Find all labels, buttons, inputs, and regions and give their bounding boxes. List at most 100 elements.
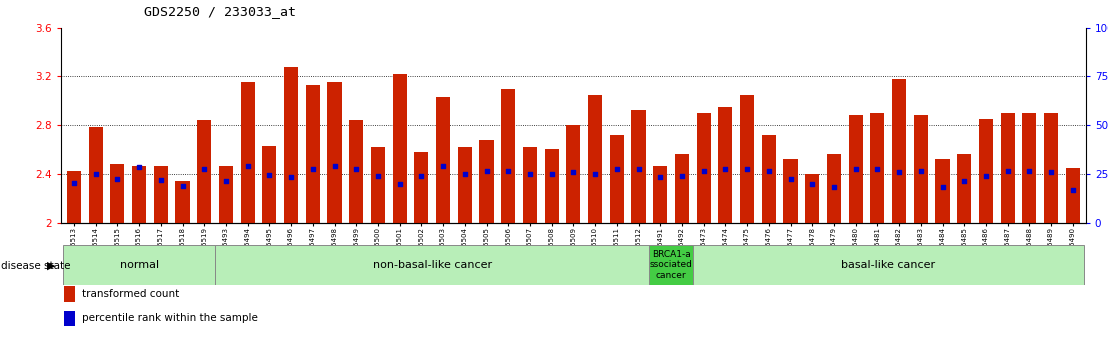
Point bbox=[890, 169, 907, 175]
Bar bbox=[654, 167, 667, 223]
Bar bbox=[414, 152, 429, 223]
Text: non-basal-like cancer: non-basal-like cancer bbox=[372, 260, 492, 270]
Point bbox=[565, 169, 583, 175]
Bar bbox=[762, 135, 776, 223]
Bar bbox=[215, 245, 649, 285]
Point bbox=[673, 174, 690, 179]
Point bbox=[283, 174, 300, 180]
Bar bbox=[718, 107, 732, 223]
Bar bbox=[501, 89, 515, 223]
Bar bbox=[892, 79, 906, 223]
Point bbox=[521, 171, 538, 177]
Point bbox=[1020, 169, 1038, 174]
Point bbox=[195, 166, 213, 172]
Point bbox=[456, 171, 474, 177]
Text: ▶: ▶ bbox=[47, 261, 55, 270]
Point bbox=[934, 184, 952, 189]
Bar bbox=[935, 159, 950, 223]
Point bbox=[500, 169, 517, 174]
Bar bbox=[175, 181, 189, 223]
Point bbox=[1043, 169, 1060, 175]
Point bbox=[629, 166, 647, 172]
Point bbox=[326, 164, 343, 169]
Point bbox=[825, 184, 843, 189]
Bar bbox=[914, 115, 927, 223]
Bar bbox=[957, 154, 972, 223]
Point bbox=[608, 166, 626, 172]
Bar bbox=[806, 174, 819, 223]
Point bbox=[391, 181, 409, 186]
Bar bbox=[132, 167, 146, 223]
Bar bbox=[566, 125, 581, 223]
Bar bbox=[66, 171, 81, 223]
Text: transformed count: transformed count bbox=[82, 289, 179, 299]
Point bbox=[348, 166, 366, 172]
Point bbox=[803, 181, 821, 186]
Bar bbox=[870, 113, 884, 223]
Bar bbox=[240, 82, 255, 223]
Point bbox=[434, 164, 452, 169]
Bar bbox=[783, 159, 798, 223]
Point bbox=[869, 166, 886, 172]
Text: basal-like cancer: basal-like cancer bbox=[841, 260, 935, 270]
Point bbox=[478, 169, 495, 174]
Point bbox=[152, 177, 170, 183]
Bar bbox=[437, 97, 450, 223]
Bar bbox=[978, 119, 993, 223]
Point bbox=[369, 174, 387, 179]
Text: percentile rank within the sample: percentile rank within the sample bbox=[82, 313, 258, 323]
Bar bbox=[609, 135, 624, 223]
Point bbox=[977, 174, 995, 179]
Point bbox=[955, 178, 973, 184]
Point bbox=[760, 169, 778, 174]
Bar bbox=[458, 147, 472, 223]
Bar bbox=[306, 85, 320, 223]
Point bbox=[912, 169, 930, 174]
Point bbox=[109, 176, 126, 181]
Bar bbox=[1001, 113, 1015, 223]
Bar bbox=[1023, 113, 1036, 223]
Bar bbox=[740, 95, 755, 223]
Bar bbox=[197, 120, 212, 223]
Bar bbox=[675, 154, 689, 223]
Point bbox=[998, 169, 1016, 174]
Point bbox=[847, 166, 864, 172]
Point bbox=[1064, 187, 1081, 193]
Bar bbox=[632, 110, 646, 223]
Point bbox=[717, 166, 735, 172]
Bar bbox=[219, 167, 233, 223]
Point bbox=[65, 180, 83, 186]
Bar bbox=[284, 67, 298, 223]
Text: normal: normal bbox=[120, 260, 158, 270]
Bar bbox=[111, 164, 124, 223]
Bar bbox=[480, 140, 493, 223]
Bar bbox=[692, 245, 1084, 285]
Point bbox=[86, 171, 104, 177]
Point bbox=[738, 166, 756, 172]
Bar bbox=[349, 120, 363, 223]
Point bbox=[174, 183, 192, 189]
Bar bbox=[63, 245, 215, 285]
Point bbox=[781, 177, 799, 182]
Bar bbox=[649, 245, 692, 285]
Bar bbox=[545, 149, 558, 223]
Point bbox=[652, 175, 669, 180]
Point bbox=[131, 164, 148, 170]
Point bbox=[695, 169, 712, 174]
Point bbox=[217, 178, 235, 184]
Bar bbox=[263, 146, 277, 223]
Point bbox=[304, 166, 321, 172]
Bar bbox=[1066, 168, 1080, 223]
Bar bbox=[1044, 113, 1058, 223]
Point bbox=[412, 174, 430, 179]
Bar bbox=[89, 128, 103, 223]
Bar bbox=[523, 147, 537, 223]
Point bbox=[586, 171, 604, 177]
Bar bbox=[328, 82, 341, 223]
Bar bbox=[827, 154, 841, 223]
Text: BRCA1-a
ssociated
cancer: BRCA1-a ssociated cancer bbox=[649, 250, 692, 280]
Text: GDS2250 / 233033_at: GDS2250 / 233033_at bbox=[144, 5, 296, 18]
Bar bbox=[392, 74, 407, 223]
Bar bbox=[588, 95, 602, 223]
Bar bbox=[371, 147, 384, 223]
